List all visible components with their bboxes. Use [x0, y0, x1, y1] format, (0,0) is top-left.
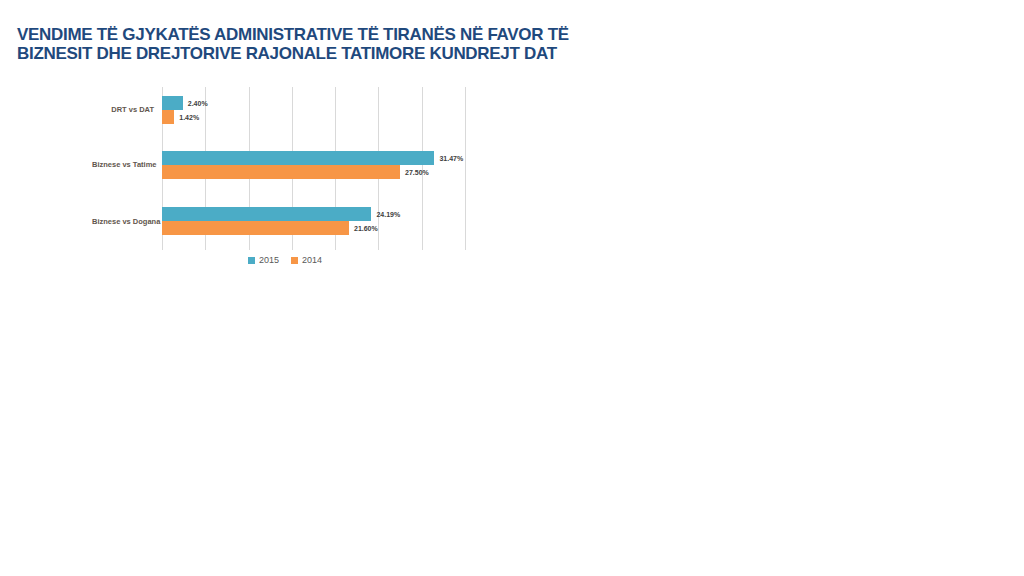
- plot-area: 2.40% 1.42% 31.47% 27.50% 24.19% 21.60%: [162, 87, 465, 250]
- value-label-2014-3: 21.60%: [354, 225, 378, 232]
- legend-label-2014: 2014: [302, 256, 322, 265]
- legend-swatch-icon: [248, 257, 255, 264]
- bar-2015-1: [162, 96, 183, 110]
- bar-2015-2: [162, 151, 434, 165]
- legend-label-2015: 2015: [259, 256, 279, 265]
- bar-chart: DRT vs DAT Biznese vs Tatime Biznese vs Do…: [95, 85, 475, 275]
- chart-title-line-1: VENDIME TË GJYKATËS ADMINISTRATIVE TË TI…: [17, 25, 597, 44]
- slide-canvas: VENDIME TË GJYKATËS ADMINISTRATIVE TË TI…: [0, 0, 1024, 576]
- value-label-2014-2: 27.50%: [405, 169, 429, 176]
- value-label-2014-1: 1.42%: [179, 114, 199, 121]
- bar-2015-3: [162, 207, 371, 221]
- bar-2014-3: [162, 221, 349, 235]
- value-label-2015-2: 31.47%: [439, 155, 463, 162]
- bar-2014-1: [162, 110, 174, 124]
- category-label-2: Biznese vs Tatime: [92, 160, 154, 169]
- legend-swatch-icon: [291, 257, 298, 264]
- value-label-2015-3: 24.19%: [376, 211, 400, 218]
- chart-legend: 2015 2014: [95, 256, 475, 265]
- legend-item-2014: 2014: [291, 256, 322, 265]
- chart-title: VENDIME TË GJYKATËS ADMINISTRATIVE TË TI…: [17, 25, 597, 63]
- category-axis: DRT vs DAT Biznese vs Tatime Biznese vs Do…: [95, 87, 157, 250]
- category-label-3: Biznese vs Dogana: [92, 217, 154, 226]
- legend-item-2015: 2015: [248, 256, 279, 265]
- value-label-2015-1: 2.40%: [188, 100, 208, 107]
- gridline-35: [465, 87, 466, 250]
- chart-title-line-2: BIZNESIT DHE DREJTORIVE RAJONALE TATIMOR…: [17, 44, 597, 63]
- bar-2014-2: [162, 165, 400, 179]
- category-label-1: DRT vs DAT: [92, 105, 154, 114]
